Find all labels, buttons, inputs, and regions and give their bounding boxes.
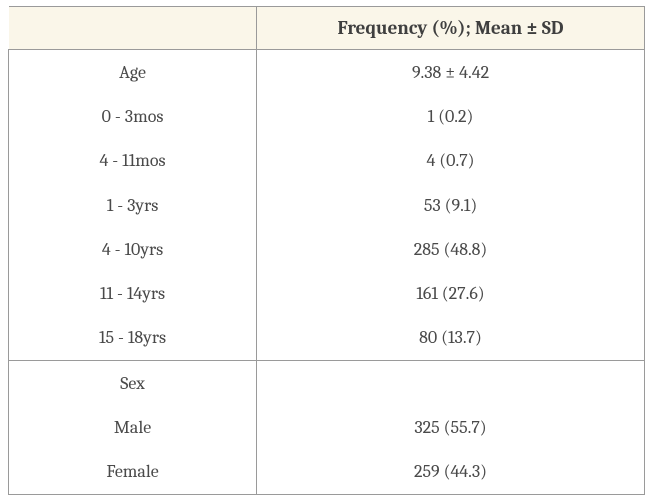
table-row: 15 - 18yrs 80 (13.7) <box>9 316 645 361</box>
row-label: Male <box>9 405 257 449</box>
row-label: 11 - 14yrs <box>9 271 257 315</box>
sex-group: Sex Male 325 (55.7) Female 259 (44.3) <box>9 361 645 495</box>
row-label: 15 - 18yrs <box>9 316 257 361</box>
age-group: Age 9.38 ± 4.42 0 - 3mos 1 (0.2) 4 - 11m… <box>9 50 645 361</box>
table-row: 1 - 3yrs 53 (9.1) <box>9 183 645 227</box>
table-row: 4 - 11mos 4 (0.7) <box>9 139 645 183</box>
row-label: Age <box>9 50 257 95</box>
row-label: Female <box>9 450 257 495</box>
table-row: 11 - 14yrs 161 (27.6) <box>9 271 645 315</box>
row-value: 325 (55.7) <box>257 405 645 449</box>
table-row: 4 - 10yrs 285 (48.8) <box>9 227 645 271</box>
header-blank <box>9 7 257 50</box>
row-label: Sex <box>9 361 257 406</box>
row-value: 53 (9.1) <box>257 183 645 227</box>
row-value: 80 (13.7) <box>257 316 645 361</box>
row-value: 4 (0.7) <box>257 139 645 183</box>
table-row: Sex <box>9 361 645 406</box>
row-value <box>257 361 645 406</box>
row-value: 1 (0.2) <box>257 94 645 138</box>
table-row: 0 - 3mos 1 (0.2) <box>9 94 645 138</box>
table-row: Female 259 (44.3) <box>9 450 645 495</box>
table-row: Male 325 (55.7) <box>9 405 645 449</box>
row-value: 161 (27.6) <box>257 271 645 315</box>
table-row: Age 9.38 ± 4.42 <box>9 50 645 95</box>
row-value: 9.38 ± 4.42 <box>257 50 645 95</box>
row-value: 259 (44.3) <box>257 450 645 495</box>
row-label: 4 - 11mos <box>9 139 257 183</box>
table-header-row: Frequency (%); Mean ± SD <box>9 7 645 50</box>
row-value: 285 (48.8) <box>257 227 645 271</box>
demographics-table: Frequency (%); Mean ± SD Age 9.38 ± 4.42… <box>8 6 645 495</box>
row-label: 4 - 10yrs <box>9 227 257 271</box>
row-label: 1 - 3yrs <box>9 183 257 227</box>
row-label: 0 - 3mos <box>9 94 257 138</box>
header-frequency: Frequency (%); Mean ± SD <box>257 7 645 50</box>
